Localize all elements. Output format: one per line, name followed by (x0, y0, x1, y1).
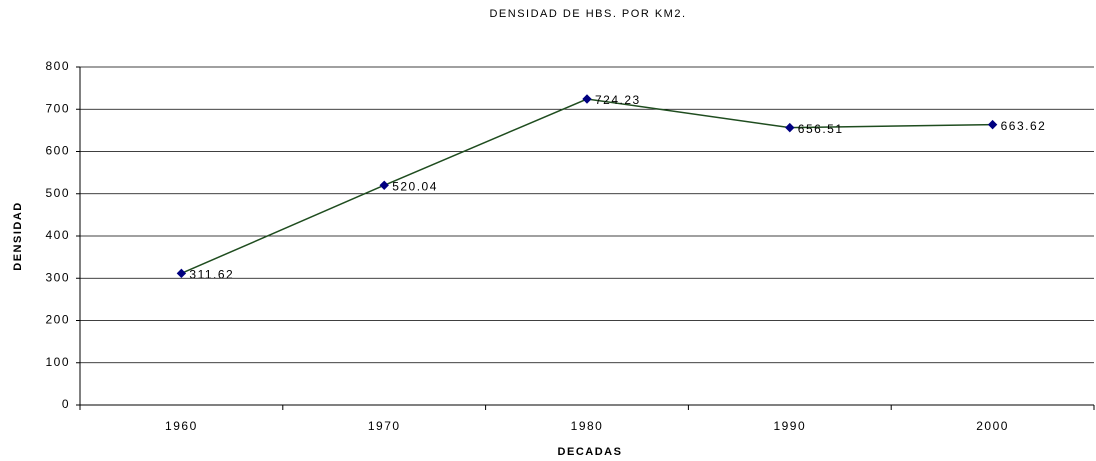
marker (176, 268, 187, 279)
y-tick-label: 800 (45, 59, 70, 73)
x-tick-label: 1980 (571, 419, 604, 433)
data-label: 311.62 (189, 268, 234, 282)
x-axis-label: DECADAS (558, 446, 623, 458)
marker (785, 122, 795, 133)
x-tick-label: 2000 (976, 419, 1009, 433)
y-tick-label: 700 (45, 101, 70, 115)
y-tick-label: 0 (62, 397, 70, 411)
y-tick-label: 500 (45, 186, 70, 200)
data-label: 663.62 (1001, 119, 1047, 133)
y-tick-label: 600 (45, 144, 70, 158)
y-tick-label: 200 (45, 313, 70, 327)
x-tick-label: 1960 (165, 419, 198, 433)
chart-title: DENSIDAD DE HBS. POR KM2. (489, 8, 686, 20)
y-tick-label: 100 (45, 355, 70, 369)
data-label: 656.51 (798, 122, 844, 136)
marker (379, 180, 389, 190)
marker (582, 94, 592, 104)
y-tick-label: 400 (45, 228, 70, 242)
y-axis-label: DENSIDAD (12, 201, 24, 270)
x-tick-label: 1990 (773, 419, 806, 433)
y-tick-label: 300 (45, 270, 70, 284)
line-series (181, 98, 993, 275)
data-label: 520.04 (392, 179, 438, 193)
marker (987, 119, 998, 130)
x-tick-label: 1970 (368, 419, 401, 433)
data-label: 724.23 (595, 93, 641, 107)
